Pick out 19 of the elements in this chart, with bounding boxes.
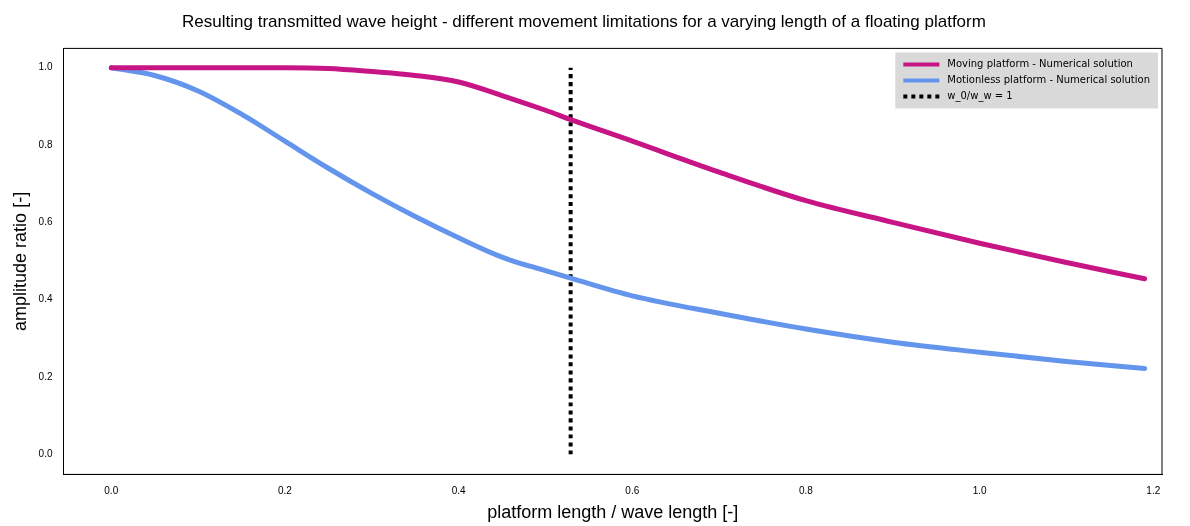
legend-label: w_0/w_w = 1 (947, 89, 1013, 102)
y-tick-label: 0.8 (38, 138, 53, 150)
x-tick-label: 0.8 (799, 485, 814, 497)
x-axis-title: platform length / wave length [-] (487, 502, 739, 523)
y-axis-title: amplitude ratio [-] (9, 191, 30, 331)
x-tick-label: 0.2 (277, 485, 293, 497)
x-tick-label: 0.4 (451, 485, 466, 497)
y-tick-label: 0.6 (38, 216, 53, 228)
x-tick-label: 0.6 (625, 485, 640, 497)
chart-title: Resulting transmitted wave height - different movement limitations for a varying length of a floating platform (182, 11, 986, 31)
y-tick-label: 0.4 (38, 293, 53, 305)
legend-label: Moving platform - Numerical solution (947, 57, 1133, 69)
legend-label: Motionless platform - Numerical solution (947, 73, 1150, 85)
x-tick-label: 0.0 (104, 485, 119, 497)
y-tick-label: 0.0 (38, 448, 53, 460)
x-tick-label: 1.0 (972, 485, 988, 497)
x-tick-label: 1.2 (1146, 485, 1161, 497)
y-tick-label: 1.0 (38, 61, 53, 73)
y-tick-label: 0.2 (38, 370, 53, 382)
